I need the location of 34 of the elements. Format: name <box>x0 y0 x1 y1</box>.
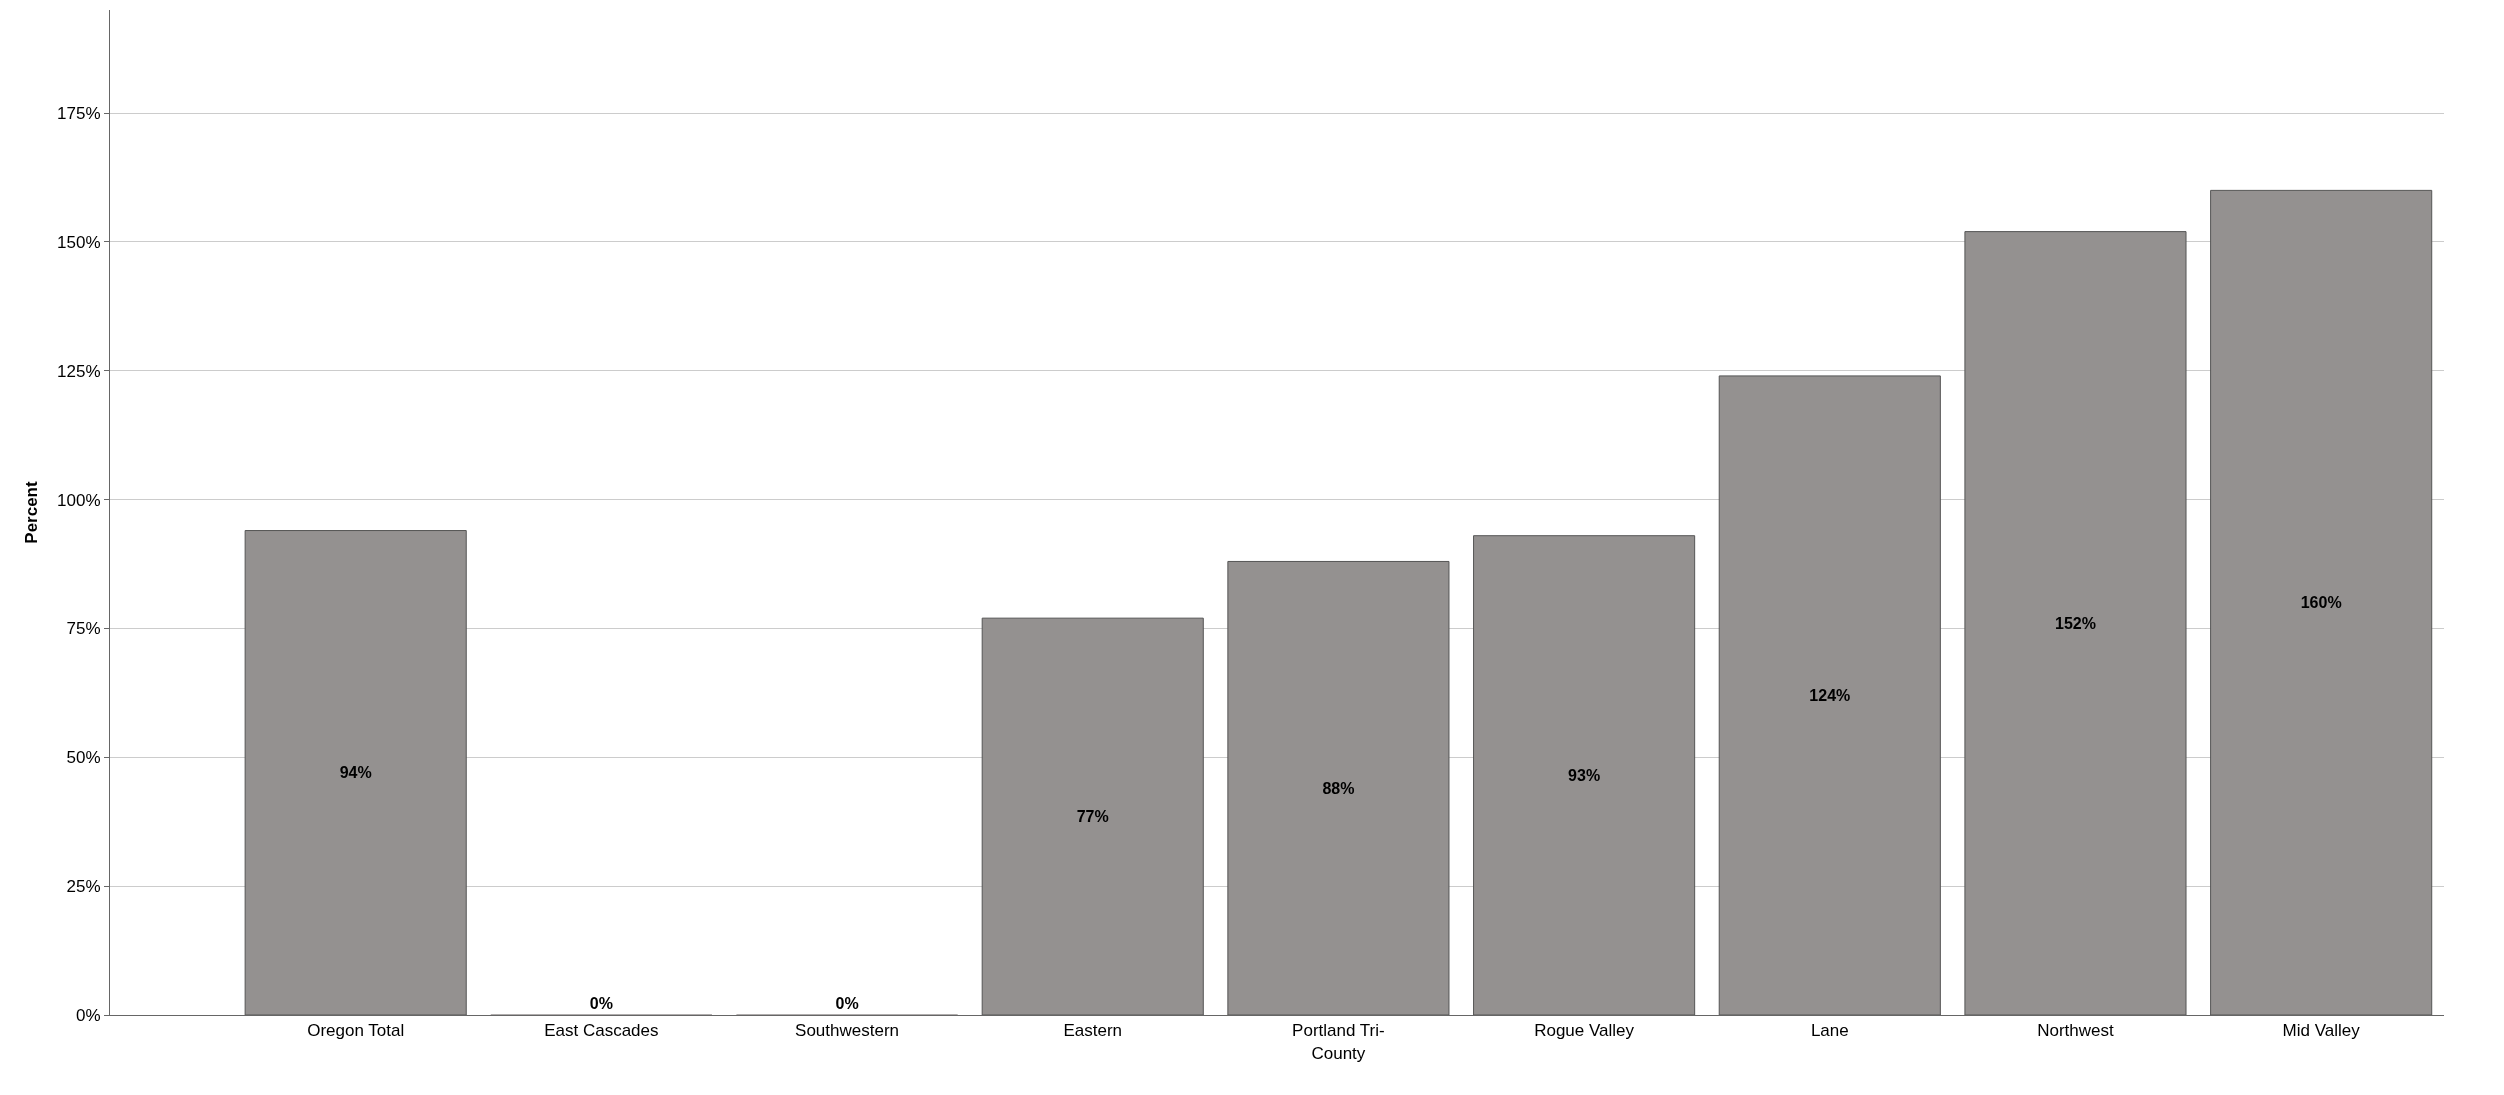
x-tick-label: Lane <box>1810 1021 1849 1041</box>
data-label: 160% <box>2300 594 2342 612</box>
bar <box>244 530 467 1015</box>
bar <box>1473 535 1696 1015</box>
y-axis-title: Percent <box>21 480 41 544</box>
x-tick-label: East Cascades <box>544 1021 659 1041</box>
data-label: 0% <box>835 995 859 1012</box>
y-tick-label: 50% <box>66 748 101 768</box>
y-tick-label: 150% <box>57 232 101 252</box>
bar <box>981 617 1204 1015</box>
y-tick-label: 175% <box>57 104 101 124</box>
x-tick-label: Portland Tri-County <box>1292 1021 1385 1063</box>
y-tick-label: 125% <box>57 361 101 381</box>
bar <box>2210 189 2433 1015</box>
x-tick-label: Eastern <box>1063 1021 1123 1041</box>
x-tick-label: Mid Valley <box>2282 1021 2361 1041</box>
x-tick-label: Southwestern <box>795 1021 900 1041</box>
y-tick-label: 25% <box>66 877 101 897</box>
y-tick-label: 100% <box>57 490 101 510</box>
x-tick-label: Oregon Total <box>307 1021 405 1041</box>
data-label: 124% <box>1809 686 1851 704</box>
data-label: 93% <box>1568 766 1601 784</box>
data-label: 77% <box>1076 808 1109 826</box>
y-tick-label: 75% <box>66 619 101 639</box>
x-tick-label: Northwest <box>2037 1021 2115 1041</box>
bar <box>1964 231 2187 1015</box>
bar <box>1227 560 1450 1015</box>
data-label: 88% <box>1322 779 1355 797</box>
data-label: 94% <box>339 764 372 782</box>
data-label: 152% <box>2055 614 2096 632</box>
y-tick-label: 0% <box>76 1005 101 1025</box>
data-label: 0% <box>589 995 613 1012</box>
bar <box>1718 375 1941 1015</box>
x-tick-label: Rogue Valley <box>1534 1021 1635 1041</box>
